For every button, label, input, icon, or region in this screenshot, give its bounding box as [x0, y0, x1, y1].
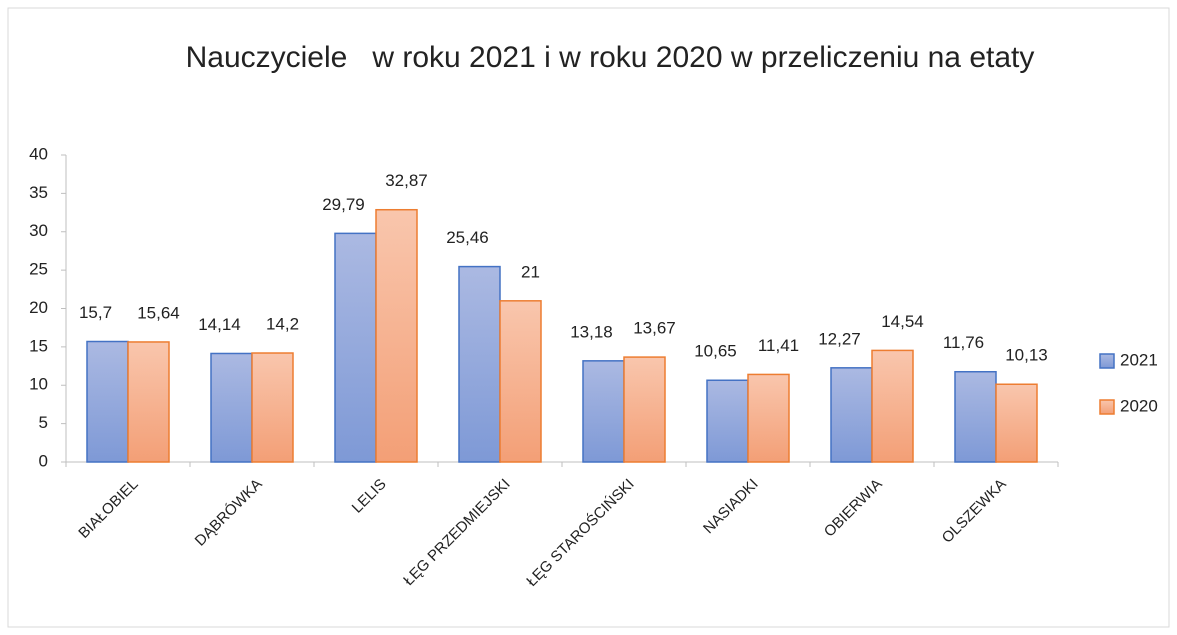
bar	[86, 340, 129, 463]
bar	[954, 370, 997, 463]
x-tick-label: ŁĘG STAROŚCIŃSKI	[523, 475, 638, 590]
bar	[251, 352, 294, 463]
y-tick-label: 30	[29, 221, 48, 240]
value-label: 13,18	[570, 322, 613, 341]
value-label: 13,67	[633, 319, 676, 338]
value-label: 11,41	[758, 336, 799, 355]
y-tick-label: 40	[29, 144, 48, 163]
bar	[458, 265, 501, 463]
chart-title: Nauczyciele w roku 2021 i w roku 2020 w …	[185, 41, 1035, 74]
bar	[127, 341, 170, 463]
y-tick-label: 5	[39, 413, 48, 432]
y-tick-label: 15	[29, 336, 48, 355]
y-tick-label: 10	[29, 375, 48, 394]
bar	[706, 379, 749, 463]
y-tick-label: 0	[39, 451, 48, 470]
y-tick-label: 25	[29, 260, 48, 279]
bar	[623, 356, 666, 463]
x-tick-label: DĄBRÓWKA	[192, 476, 266, 550]
bar	[871, 349, 914, 463]
bar	[334, 232, 377, 463]
bar	[375, 208, 418, 463]
legend-label: 2020	[1120, 396, 1158, 415]
value-label: 32,87	[385, 171, 428, 190]
x-tick-label: LELIS	[349, 476, 390, 517]
legend-swatch	[1099, 399, 1115, 415]
bar	[499, 300, 542, 463]
bar	[747, 373, 790, 463]
value-label: 14,14	[198, 315, 241, 334]
value-label: 14,54	[881, 312, 924, 331]
value-label: 21	[521, 262, 540, 281]
x-tick-label: BIAŁOBIEL	[75, 476, 141, 542]
value-label: 25,46	[446, 228, 489, 247]
bar	[995, 383, 1038, 463]
value-label: 15,7	[79, 303, 112, 322]
x-tick-label: OLSZEWKA	[939, 476, 1010, 547]
bar	[582, 360, 625, 463]
chart-border	[7, 7, 1170, 628]
x-tick-label: NASIADKI	[700, 476, 762, 538]
value-label: 15,64	[137, 303, 180, 322]
value-label: 10,13	[1005, 346, 1048, 365]
x-tick-label: ŁĘG PRZEDMIEJSKI	[400, 476, 513, 589]
y-tick-label: 35	[29, 183, 48, 202]
bar	[210, 352, 253, 463]
value-label: 29,79	[322, 195, 365, 214]
y-tick-label: 20	[29, 298, 48, 317]
legend-label: 2021	[1120, 350, 1158, 369]
value-label: 14,2	[266, 314, 299, 333]
legend-swatch	[1099, 353, 1115, 369]
value-label: 10,65	[694, 342, 737, 361]
bar	[830, 367, 873, 463]
value-label: 12,27	[818, 329, 861, 348]
x-tick-label: OBIERWIA	[821, 476, 886, 541]
value-label: 11,76	[943, 333, 984, 352]
